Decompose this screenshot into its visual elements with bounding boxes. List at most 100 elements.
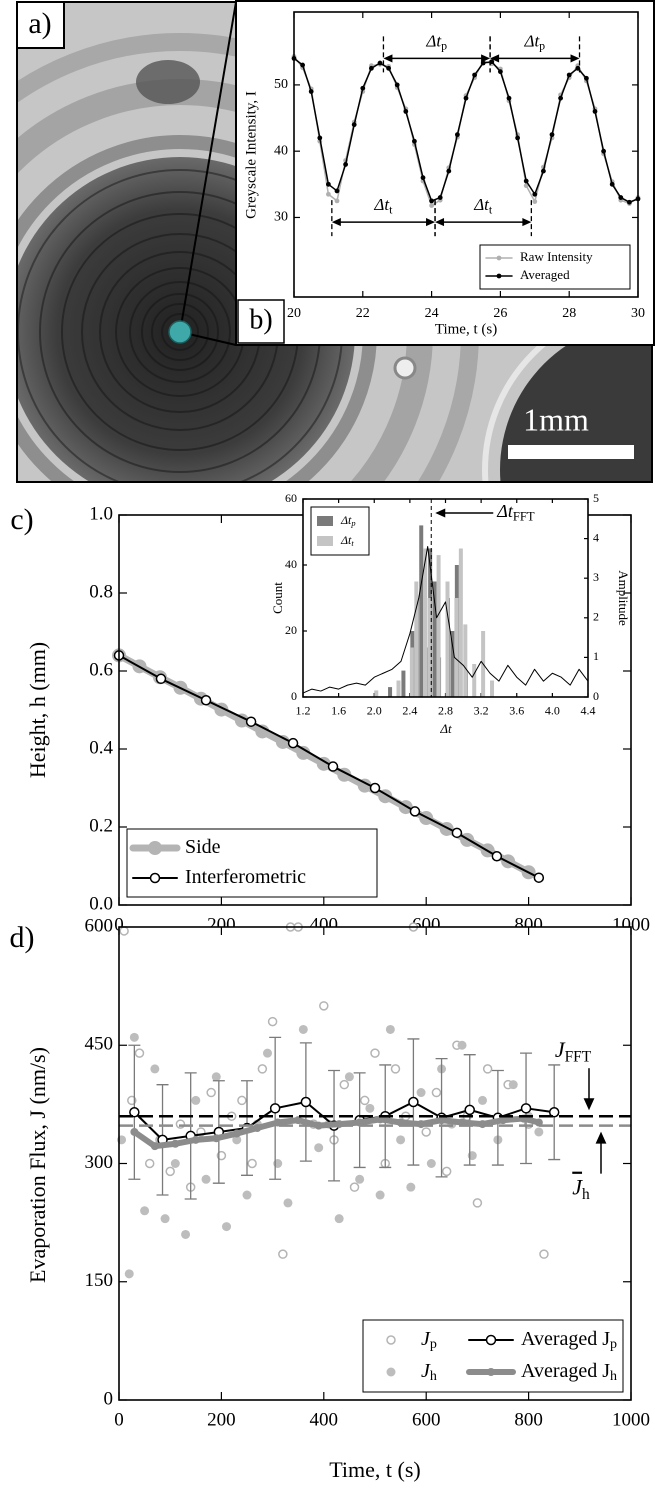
legend-marker xyxy=(485,1334,497,1346)
marker xyxy=(420,175,426,181)
legend-marker xyxy=(496,273,502,279)
annotation: Δtt xyxy=(473,195,493,216)
marker xyxy=(257,1064,268,1074)
annotation-part: Δt xyxy=(425,31,442,50)
legend-label-part: Averaged xyxy=(520,267,570,282)
marker xyxy=(278,1249,288,1259)
marker xyxy=(566,72,572,78)
marker xyxy=(390,1064,401,1074)
x-tick-label: 1.2 xyxy=(296,704,311,718)
marker xyxy=(491,851,503,862)
marker xyxy=(212,1134,221,1143)
marker xyxy=(232,1135,242,1145)
marker xyxy=(294,1116,303,1125)
marker xyxy=(262,1048,272,1058)
plot-frame xyxy=(302,498,589,698)
marker xyxy=(446,168,452,174)
plot-frame xyxy=(293,11,639,298)
bar xyxy=(450,631,455,697)
y-tick-label: 0 xyxy=(291,689,297,703)
y-axis-label: Greyscale Intensity, I xyxy=(243,91,259,219)
marker xyxy=(181,1229,191,1239)
y-tick-label: 1.0 xyxy=(89,503,113,524)
marker xyxy=(255,724,270,739)
marker xyxy=(191,1135,200,1144)
marker xyxy=(437,195,443,200)
marker xyxy=(150,1064,160,1074)
x-axis-label: Δt xyxy=(439,721,452,736)
bar xyxy=(409,647,414,697)
legend-box xyxy=(310,506,370,556)
y2-tick-label: 5 xyxy=(593,491,599,505)
marker xyxy=(457,1040,467,1050)
legend-marker xyxy=(386,1335,396,1345)
legend-label: Side xyxy=(185,836,221,858)
annotation: ΔtFFT xyxy=(496,501,535,523)
reference-label: Jh xyxy=(572,1175,590,1203)
marker xyxy=(275,734,290,749)
marker xyxy=(326,181,331,187)
marker xyxy=(351,122,357,128)
x-tick-label: 0 xyxy=(114,1409,124,1430)
annotation-part: Δt xyxy=(523,31,540,50)
x-tick-label: 4.4 xyxy=(581,704,596,718)
marker xyxy=(234,713,249,728)
marker xyxy=(283,1198,293,1208)
marker xyxy=(515,135,520,141)
legend-label-part: p xyxy=(610,1337,617,1352)
legend-swatch xyxy=(317,516,333,526)
dark-corner xyxy=(500,320,652,482)
marker xyxy=(124,1269,134,1279)
y-tick-label: 300 xyxy=(85,1152,114,1173)
marker xyxy=(300,1096,312,1108)
marker xyxy=(155,673,167,685)
x-tick-label: 3.2 xyxy=(474,704,489,718)
y-tick-label: 40 xyxy=(285,557,297,571)
marker xyxy=(408,1096,419,1108)
marker xyxy=(506,95,512,101)
reference-label-part: J xyxy=(555,1037,566,1062)
marker xyxy=(403,109,409,114)
x-tick-label: 1000 xyxy=(612,1409,650,1430)
legend-label: Averaged Jh xyxy=(521,1360,617,1385)
bar xyxy=(414,581,419,697)
arrow-head xyxy=(490,54,500,63)
x-tick-label: 2.8 xyxy=(438,704,453,718)
marker xyxy=(375,1190,385,1200)
annotation-part: p xyxy=(441,38,447,52)
y-tick-label: 40 xyxy=(274,143,288,158)
marker xyxy=(222,1222,232,1232)
y2-tick-label: 2 xyxy=(593,610,599,624)
x-tick-label: 2.0 xyxy=(367,704,382,718)
legend-label: Jh xyxy=(421,1360,437,1385)
marker xyxy=(426,1159,436,1168)
marker xyxy=(520,1103,532,1114)
marker xyxy=(269,1103,281,1114)
marker xyxy=(618,195,624,200)
marker xyxy=(191,1095,201,1105)
marker xyxy=(326,191,331,197)
x-axis-label: Time, t (s) xyxy=(435,321,497,337)
arrow-head xyxy=(435,218,445,227)
x-tick-label: 800 xyxy=(514,1409,543,1430)
bar xyxy=(454,598,459,697)
x-tick-label: 28 xyxy=(562,306,576,321)
arrow-head xyxy=(435,508,446,518)
annotation: Δtp xyxy=(425,31,447,52)
panel-label: a) xyxy=(28,7,51,40)
marker xyxy=(165,1166,175,1177)
bar xyxy=(374,690,379,697)
marker xyxy=(314,1143,324,1153)
marker xyxy=(242,1190,252,1200)
legend-marker xyxy=(149,872,161,884)
marker xyxy=(482,1064,493,1074)
marker xyxy=(406,1182,416,1192)
marker xyxy=(160,1214,170,1224)
marker xyxy=(334,198,340,204)
legend-label-part: Δt xyxy=(340,513,352,527)
marker xyxy=(549,132,555,138)
marker xyxy=(441,1166,452,1177)
marker xyxy=(455,132,460,138)
marker xyxy=(385,1024,395,1034)
legend-label-part: Averaged J xyxy=(521,1328,610,1350)
